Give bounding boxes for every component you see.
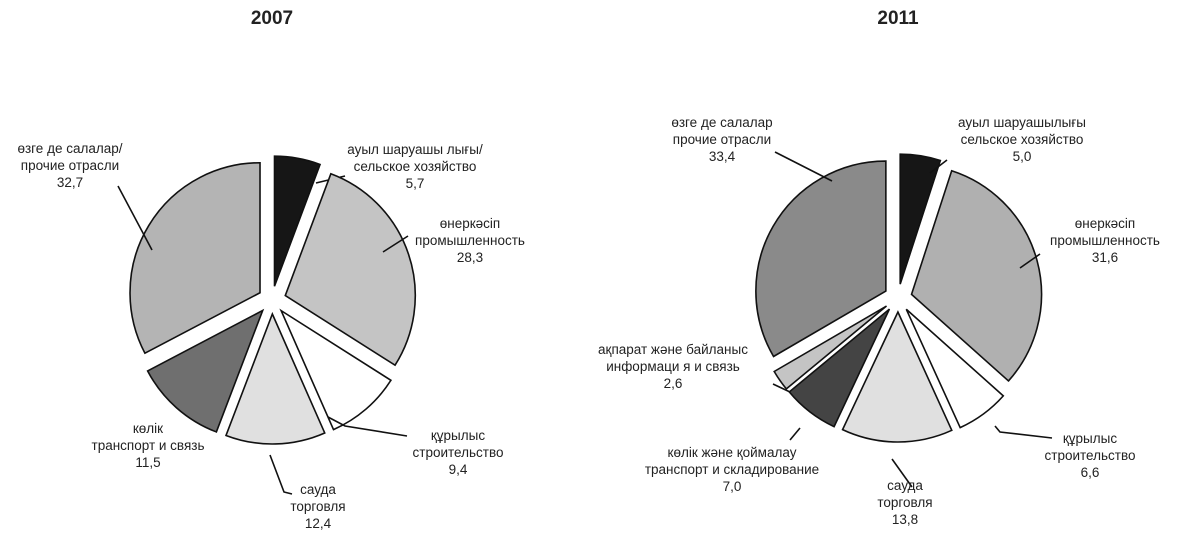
pie-chart-2011: 2011 ауыл шаруашылығы сельское хозяйство 5,…	[598, 8, 1160, 527]
slice-value: 2,6	[664, 376, 683, 391]
slice-value: 9,4	[449, 462, 468, 477]
slice-value: 33,4	[709, 149, 736, 164]
pie-slice	[755, 160, 887, 358]
pie-slice	[279, 308, 392, 431]
slice-label: сауда торговля 13,8	[877, 478, 932, 527]
pie-slice	[899, 153, 942, 285]
slice-label-line: ақпарат және байланыс	[598, 342, 748, 357]
slice-label: өзге де салалар/прочие отрасли 32,7	[17, 141, 122, 190]
slice-label-line: өзге де салалар/	[17, 141, 122, 156]
slice-label: ауыл шаруашылығы сельское хозяйство 5,0	[958, 115, 1086, 164]
chart-title: 2011	[877, 8, 919, 29]
slice-label: ақпарат және байланыс информаци я и связь…	[598, 342, 748, 391]
slice-label-line: сауда	[887, 478, 923, 493]
leader-line	[117, 185, 153, 251]
slice-value: 28,3	[457, 250, 483, 265]
slice-label-line: ауыл шаруашылығы	[958, 115, 1086, 130]
slice-label: құрылыс строительство 6,6	[1045, 431, 1136, 480]
slice-value: 32,7	[57, 175, 83, 190]
slice-value: 31,6	[1092, 250, 1118, 265]
slice-label-line: строительство	[413, 445, 504, 460]
slice-label-line: сельское хозяйство	[354, 159, 477, 174]
slice-label-line: ауыл шаруашы лығы/	[347, 142, 483, 157]
leader-line	[789, 427, 801, 441]
slice-label-line: көлік және қоймалау	[668, 445, 797, 460]
leader-line	[772, 383, 791, 393]
slice-label-line: торговля	[877, 495, 932, 510]
slice-label-line: промышленность	[415, 233, 525, 248]
leader-line	[269, 454, 293, 495]
slice-value: 5,7	[406, 176, 425, 191]
pie-slice	[841, 310, 953, 443]
chart-title: 2007	[251, 8, 293, 29]
slice-label: ауыл шаруашы лығы/сельское хозяйство 5,7	[347, 142, 483, 191]
slice-label-line: өзге де салалар	[671, 115, 772, 130]
slice-label-line: строительство	[1045, 448, 1136, 463]
pie-slice	[146, 308, 265, 433]
leader-line	[1019, 253, 1041, 269]
slice-label-line: құрылыс	[431, 428, 485, 443]
slice-label-line: өнеркәсіп	[440, 216, 500, 231]
pie-slice	[273, 155, 322, 287]
slice-value: 5,0	[1013, 149, 1032, 164]
slice-label: өнеркәсіп промышленность 31,6	[1050, 216, 1160, 265]
pie-slice	[773, 305, 888, 391]
leader-line	[994, 425, 1053, 439]
leader-line	[891, 458, 913, 488]
slice-label: өзге де салалар прочие отрасли 33,4	[671, 115, 772, 164]
slice-label-line: прочие отрасли	[673, 132, 771, 147]
pie-chart-2007: 2007 ауыл шаруашы лығы/сельское хозяйство…	[17, 8, 524, 531]
slice-label: өнеркәсіп промышленность 28,3	[415, 216, 525, 265]
slice-label-line: транспорт и связь	[92, 438, 205, 453]
leader-line	[382, 235, 409, 253]
pie-slice	[905, 308, 1005, 429]
slice-value: 12,4	[305, 516, 332, 531]
leader-line	[327, 416, 408, 437]
slice-label-line: өнеркәсіп	[1075, 216, 1135, 231]
slice-label-line: информаци я и связь	[606, 359, 740, 374]
slice-label: көлік транспорт и связь 11,5	[92, 421, 205, 470]
slice-label-line: прочие отрасли	[21, 158, 119, 173]
slice-label-line: көлік	[133, 421, 163, 436]
slice-value: 7,0	[723, 479, 742, 494]
slice-label: көлік және қоймалау транспорт и складиров…	[645, 445, 819, 494]
slice-label: сауда торговля 12,4	[290, 482, 345, 531]
slice-label-line: промышленность	[1050, 233, 1160, 248]
slice-label-line: сельское хозяйство	[961, 132, 1084, 147]
leader-line	[929, 159, 948, 174]
slice-label-line: транспорт и складирование	[645, 462, 819, 477]
slice-label: құрылыс строительство 9,4	[413, 428, 504, 477]
pie-slice	[224, 311, 326, 445]
slice-label-line: құрылыс	[1063, 431, 1117, 446]
pie-slice	[284, 172, 417, 367]
slice-value: 6,6	[1081, 465, 1100, 480]
pie-slice	[910, 169, 1043, 383]
slice-value: 11,5	[135, 455, 160, 470]
slice-value: 13,8	[892, 512, 918, 527]
pie-slice	[129, 161, 261, 355]
slice-label-line: торговля	[290, 499, 345, 514]
slice-label-line: сауда	[300, 482, 336, 497]
leader-line	[774, 151, 833, 182]
